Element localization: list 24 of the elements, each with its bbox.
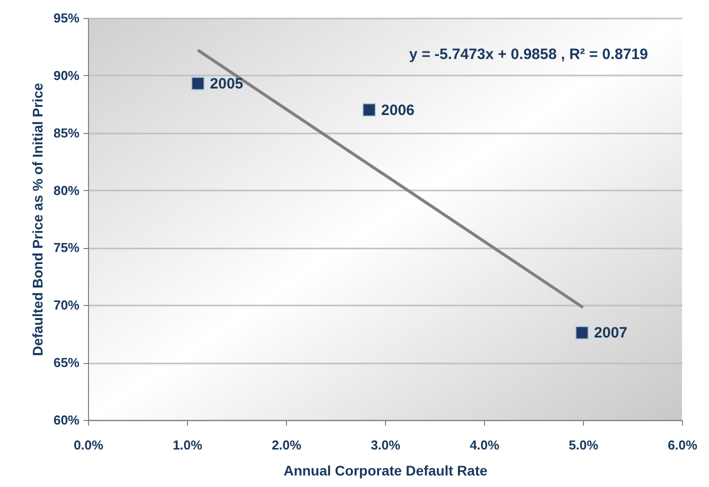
- y-tick-label: 60%: [53, 412, 80, 428]
- annotation: 2005: [210, 75, 244, 92]
- y-tick-label: 75%: [53, 240, 80, 256]
- annotation: 2006: [381, 102, 415, 119]
- annotation: y = -5.7473x + 0.9858 , R² = 0.8719: [409, 46, 648, 63]
- annotation: 2007: [594, 324, 628, 342]
- point: [362, 103, 376, 117]
- y-tick-label: 70%: [53, 298, 80, 313]
- y-axis-title: Defaulted Bond Price as % of Initial Price: [29, 82, 46, 356]
- y-tick-label: 65%: [53, 355, 80, 370]
- x-tick-label: 0.0%: [74, 438, 104, 452]
- x-tick-label: 3.0%: [370, 438, 401, 452]
- x-tick-label: 2.0%: [272, 438, 302, 452]
- y-tick-label: 95%: [53, 10, 80, 26]
- y-tick-label: 90%: [53, 68, 80, 83]
- point: [575, 326, 589, 340]
- x-tick-label: 4.0%: [470, 438, 500, 452]
- x-tick-label: 5.0%: [568, 438, 599, 452]
- point: [191, 76, 205, 90]
- y-tick-label: 85%: [53, 125, 80, 140]
- x-axis-title: Annual Corporate Default Rate: [284, 462, 488, 478]
- x-tick-label: 1.0%: [172, 438, 203, 452]
- x-tick-label: 6.0%: [668, 438, 698, 452]
- y-tick-label: 80%: [53, 182, 80, 198]
